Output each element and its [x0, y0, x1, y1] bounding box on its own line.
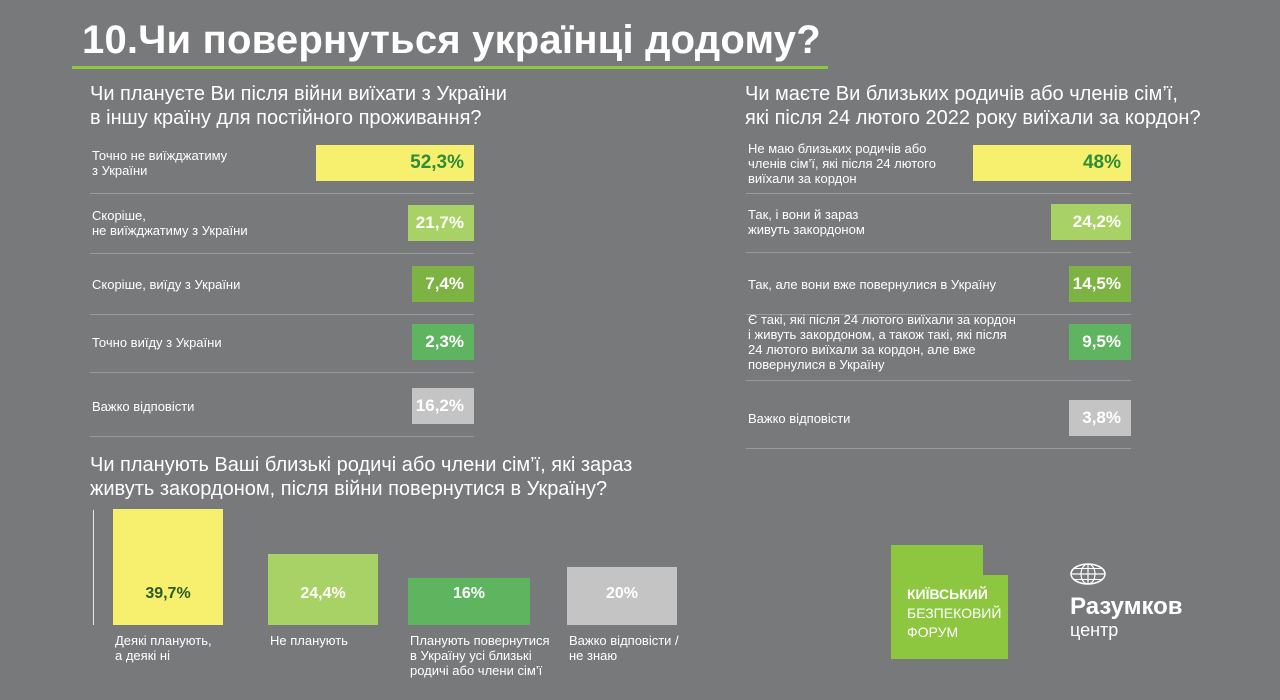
bar-value-label: 16,2% [415, 396, 464, 415]
bar-category-label-line: повернулися в Україну [748, 357, 885, 372]
chart-2-question-line: які після 24 лютого 2022 року виїхали за… [745, 107, 1201, 129]
bar-value-label: 2,3% [425, 332, 464, 351]
bar: 39,7% [113, 509, 223, 625]
page-title: 10.Чи повернуться українці додому? [82, 18, 821, 62]
bar: 48% [973, 145, 1131, 181]
bar-category-label-line: Не маю близьких родичів або [748, 140, 927, 156]
bar: 52,3% [316, 145, 474, 181]
bar-value-label: 3,8% [1082, 408, 1121, 427]
chart-row [90, 376, 474, 437]
bar-category-label: Є такі, які після 24 лютого виїхали за к… [748, 312, 1016, 372]
chart-row [90, 193, 474, 254]
bar-category-label-line: і живуть закордоном, а також такі, які п… [748, 327, 1007, 342]
bar-category-label: Важко відповісти [748, 411, 850, 426]
bar-category-label-line: Важко відповісти [748, 410, 851, 426]
bar-value-label: 20% [605, 584, 639, 602]
bar: 21,7% [408, 205, 474, 241]
kbf-logo-line: ФОРУМ [907, 624, 959, 640]
bar-category-label-line: Так, і вони й зараз [748, 207, 859, 222]
bar: 9,5% [1069, 324, 1131, 360]
title-underline [72, 66, 828, 69]
bar: 2,3% [412, 324, 474, 360]
chart-row [90, 312, 474, 373]
chart-3-question-line: Чи планують Ваші близькі родичі або член… [90, 454, 633, 476]
bar: 24,2% [1051, 204, 1131, 240]
bar-category-label: Важко відповісти / не знаю [569, 633, 679, 663]
chart-1-question: Чи плануєте Ви після війни виїхати з Укр… [90, 82, 507, 130]
chart-1-question-line: Чи плануєте Ви після війни виїхати з Укр… [90, 83, 507, 105]
bar-category-label: Точно не виїжджатиму з України [92, 148, 227, 178]
bar-category-label-line: в Україну усі близькі [410, 648, 532, 663]
bar-category-label: Так, але вони вже повернулися в Україну [748, 277, 996, 292]
bar-category-label: Не маю близьких родичів або членів сім’ї,… [748, 141, 936, 186]
bar-category-label-line: Є такі, які після 24 лютого виїхали за к… [748, 312, 1016, 327]
bar-category-label-line: Скоріше, виїду з України [92, 276, 241, 292]
bar-value-label: 52,3% [410, 152, 464, 173]
chart-row [746, 388, 1131, 449]
bar-category-label-line: не знаю [569, 648, 618, 663]
kbf-logo-notch [983, 545, 1008, 575]
bar: 20% [567, 566, 677, 625]
bar-value-label: 24,2% [1072, 212, 1121, 231]
bar-category-label-line: Точно виїду з України [92, 334, 222, 350]
bar-category-label: Скоріше, виїду з України [92, 277, 240, 292]
chart-row [90, 133, 474, 194]
bar-category-label-line: не виїжджатиму з України [92, 223, 248, 238]
kyiv-security-forum-logo: КИЇВСЬКИЙ БЕЗПЕКОВИЙ ФОРУМ [891, 545, 1008, 659]
chart-row [746, 254, 1131, 315]
bar-category-label-line: Так, але вони вже повернулися в Україну [748, 276, 997, 292]
bar-category-label: Деякі планують, а деякі ні [115, 633, 212, 663]
bar-category-label: Скоріше, не виїжджатиму з України [92, 208, 248, 238]
bar-category-label-line: Не планують [270, 633, 348, 648]
bar-category-label-line: 24 лютого виїхали за кордон, але вже [748, 342, 976, 357]
bar: 24,4% [268, 553, 378, 625]
bar-category-label-line: Точно не виїжджатиму [92, 148, 228, 163]
chart-1-question-line: в іншу країну для постійного проживання? [90, 107, 482, 129]
kbf-logo-line: КИЇВСЬКИЙ [907, 586, 988, 602]
bar-value-label: 9,5% [1082, 332, 1121, 351]
bar-category-label: Не планують [270, 633, 348, 648]
bar-value-label: 39,7% [145, 585, 191, 602]
chart-3-question: Чи планують Ваші близькі родичі або член… [90, 453, 632, 501]
razumkov-logo-name: Разумков [1070, 593, 1183, 620]
bar-value-label: 48% [1082, 152, 1121, 173]
bar: 16% [408, 578, 530, 625]
bar-category-label: Планують повернутися в Україну усі близьк… [410, 633, 550, 678]
bar-category-label-line: Планують повернутися [410, 633, 550, 648]
bar-category-label-line: Важко відповісти / [569, 633, 679, 648]
bar-category-label: Важко відповісти [92, 399, 194, 414]
bar-category-label-line: живуть закордоном [748, 222, 865, 237]
bar-value-label: 16% [452, 584, 486, 602]
bar-category-label: Точно виїду з України [92, 335, 222, 350]
bar-category-label-line: членів сім’ї, які після 24 лютого [748, 155, 936, 171]
razumkov-logo-subtitle: центр [1070, 620, 1119, 640]
chart-2-question-line: Чи маєте Ви близьких родичів або членів … [745, 83, 1178, 105]
kbf-logo-line: БЕЗПЕКОВИЙ [907, 605, 1002, 621]
bar-category-label: Так, і вони й зараз живуть закордоном [748, 207, 865, 237]
bar-category-label-line: Важко відповісти [92, 398, 195, 414]
bar-category-label-line: а деякі ні [115, 648, 170, 663]
bar-category-label-line: Деякі планують, [115, 633, 212, 648]
chart-2-question: Чи маєте Ви близьких родичів або членів … [745, 82, 1201, 130]
bar: 14,5% [1069, 266, 1131, 302]
bar-category-label-line: виїхали за кордон [748, 170, 857, 186]
chart-3-axis-line [93, 510, 94, 625]
bar-value-label: 21,7% [415, 213, 464, 232]
chart-3-question-line: живуть закордоном, після війни повернути… [90, 478, 608, 500]
bar: 3,8% [1069, 400, 1131, 436]
bar-value-label: 14,5% [1072, 274, 1121, 293]
bar: 16,2% [412, 388, 474, 424]
chart-row [746, 304, 1131, 381]
bar-category-label-line: з України [92, 163, 148, 178]
bar-value-label: 7,4% [425, 274, 464, 293]
chart-row [90, 254, 474, 315]
bar-value-label: 24,4% [300, 584, 346, 602]
kbf-logo-text: КИЇВСЬКИЙ БЕЗПЕКОВИЙ ФОРУМ [907, 585, 1001, 642]
chart-row [746, 192, 1131, 253]
bar-category-label-line: родичі або члени сім’ї [410, 663, 543, 678]
globe-icon [1070, 563, 1106, 585]
chart-row [746, 133, 1131, 194]
bar: 7,4% [412, 266, 474, 302]
bar-category-label-line: Скоріше, [92, 208, 146, 223]
